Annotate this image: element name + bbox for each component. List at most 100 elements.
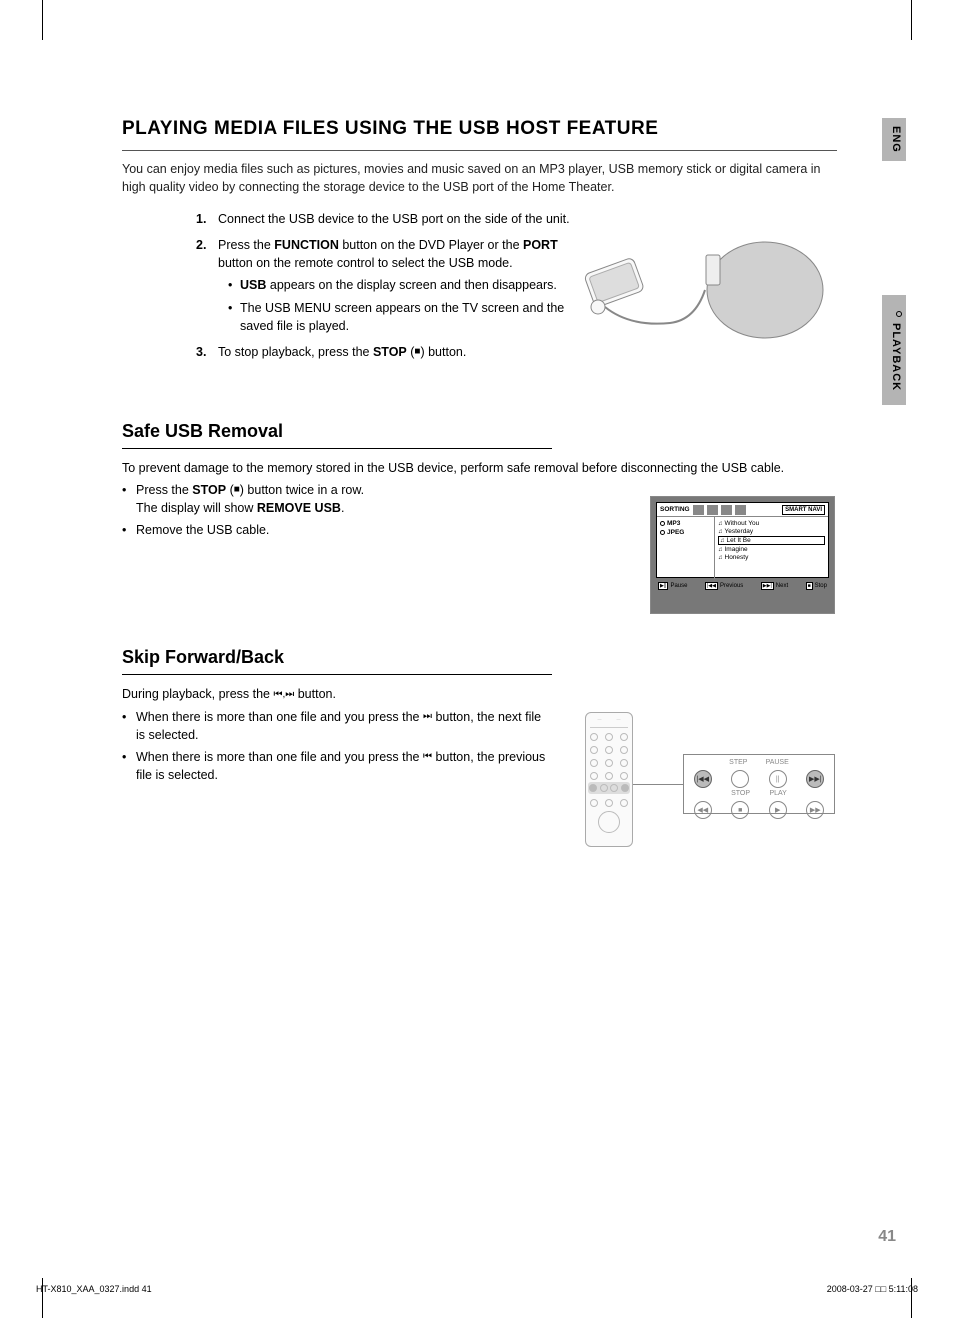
stop-button: ■ — [731, 801, 749, 819]
section-underline — [122, 448, 552, 449]
footer-next: ▶▶|Next — [761, 582, 788, 590]
radio-icon — [660, 530, 665, 535]
guide-line — [633, 784, 683, 785]
prev-icon: ⏮ — [423, 750, 432, 765]
footer-timestamp: 2008-03-27 □□ 5:11:08 — [827, 1284, 918, 1294]
step-num-1: 1. — [196, 210, 218, 228]
remote-btn — [590, 799, 598, 807]
step-body-2: Press the FUNCTION button on the DVD Pla… — [218, 236, 591, 335]
skip-body: During playback, press the ⏮,⏭ button. •… — [122, 685, 552, 784]
usb-menu-header: SORTING SMART NAVI — [657, 503, 828, 517]
sort-icon-4 — [735, 505, 746, 515]
footer-stop: ■Stop — [806, 582, 827, 590]
safe-title: Safe USB Removal — [122, 421, 837, 442]
tab-lang: ENG — [882, 118, 906, 161]
step-3: 3. To stop playback, press the STOP (■) … — [196, 343, 591, 361]
bullet-icon: • — [228, 299, 240, 335]
stop-label: STOP — [731, 790, 750, 797]
footer-previous: |◀◀Previous — [705, 582, 743, 590]
pause-button: || — [769, 770, 787, 788]
usb-menu-songs: ♫Without You ♫Yesterday ♫Let It Be ♫Imag… — [715, 517, 828, 579]
skip-title: Skip Forward/Back — [122, 647, 837, 668]
sort-icon-1 — [693, 505, 704, 515]
step-num-3: 3. — [196, 343, 218, 361]
sorting-label: SORTING — [660, 506, 690, 513]
next-btn-icon: ▶▶| — [761, 582, 774, 590]
bullet-icon: • — [228, 276, 240, 294]
prev-btn-icon: |◀◀ — [705, 582, 718, 590]
usb-menu-footer: ▶||Pause |◀◀Previous ▶▶|Next ■Stop — [656, 578, 829, 590]
note-icon: ♫ — [718, 529, 723, 535]
play-label: PLAY — [769, 790, 786, 797]
remote-btn — [590, 759, 598, 767]
song-item-selected: ♫Let It Be — [718, 536, 825, 545]
sort-icon-2 — [707, 505, 718, 515]
step-2: 2. Press the FUNCTION button on the DVD … — [196, 236, 591, 335]
step-label: STEP — [729, 759, 747, 766]
usb-menu-categories: MP3 JPEG — [657, 517, 715, 579]
category-mp3: MP3 — [660, 520, 711, 527]
intro-paragraph: You can enjoy media files such as pictur… — [122, 161, 837, 196]
song-item: ♫Without You — [718, 520, 825, 527]
section-underline — [122, 674, 552, 675]
stop-btn-icon: ■ — [806, 582, 813, 590]
note-icon: ♫ — [718, 555, 723, 561]
note-icon: ♫ — [718, 521, 723, 527]
step-body-3: To stop playback, press the STOP (■) but… — [218, 343, 591, 361]
step-num-2: 2. — [196, 236, 218, 335]
bullet-icon: • — [122, 708, 136, 744]
pause-label: PAUSE — [766, 759, 789, 766]
step-2-sub-1: • USB appears on the display screen and … — [228, 276, 591, 294]
title-underline — [122, 150, 837, 151]
remote-dpad — [598, 811, 620, 833]
remote-btn — [620, 733, 628, 741]
page-number: 41 — [878, 1228, 896, 1246]
note-icon: ♫ — [718, 547, 723, 553]
usb-menu-body: MP3 JPEG ♫Without You ♫Yesterday ♫Let It… — [657, 517, 828, 579]
remote-illustration: —— STEP PAUSE |◀◀ || ▶▶| STOP PLAY ◀◀ — [585, 712, 835, 852]
pause-btn-icon: ▶|| — [658, 582, 668, 590]
remote-btn-highlight — [621, 784, 629, 792]
remote-btn — [590, 733, 598, 741]
remote-btn — [605, 746, 613, 754]
prev-button: |◀◀ — [694, 770, 712, 788]
footer-pause: ▶||Pause — [658, 582, 687, 590]
safe-intro: To prevent damage to the memory stored i… — [122, 459, 837, 477]
tab-section-label: PLAYBACK — [890, 323, 902, 391]
song-item: ♫Imagine — [718, 546, 825, 553]
next-icon: ⏭ — [423, 710, 432, 725]
radio-icon — [660, 521, 665, 526]
footer-filename: HT-X810_XAA_0327.indd 41 — [36, 1284, 152, 1294]
song-item: ♫Honesty — [718, 554, 825, 561]
remote-btn-highlight — [589, 784, 597, 792]
remote-control: —— — [585, 712, 633, 847]
category-jpeg: JPEG — [660, 529, 711, 536]
remote-btn — [610, 784, 618, 792]
control-panel-callout: STEP PAUSE |◀◀ || ▶▶| STOP PLAY ◀◀ ■ ▶ ▶… — [683, 754, 835, 814]
remote-btn — [605, 733, 613, 741]
main-title: PLAYING MEDIA FILES USING THE USB HOST F… — [122, 118, 837, 140]
skip-icons: ⏮,⏭ — [273, 688, 294, 703]
remote-btn — [600, 784, 608, 792]
step-2-sub-2: • The USB MENU screen appears on the TV … — [228, 299, 591, 335]
next-button: ▶▶| — [806, 770, 824, 788]
bullet-icon: • — [122, 481, 136, 517]
remote-btn — [620, 746, 628, 754]
remote-btn — [590, 746, 598, 754]
usb-menu-screenshot: SORTING SMART NAVI MP3 JPEG ♫Without You — [650, 496, 835, 614]
remote-btn — [605, 772, 613, 780]
rewind-button: ◀◀ — [694, 801, 712, 819]
song-item: ♫Yesterday — [718, 528, 825, 535]
step-body-1: Connect the USB device to the USB port o… — [218, 210, 591, 228]
remote-btn — [605, 799, 613, 807]
steps-list: 1. Connect the USB device to the USB por… — [196, 210, 591, 361]
step-1: 1. Connect the USB device to the USB por… — [196, 210, 591, 228]
skip-intro: During playback, press the ⏮,⏭ button. — [122, 685, 552, 703]
remote-btn — [590, 772, 598, 780]
usb-menu-inner: SORTING SMART NAVI MP3 JPEG ♫Without You — [656, 502, 829, 578]
ff-button: ▶▶ — [806, 801, 824, 819]
bullet-icon: • — [122, 521, 136, 539]
play-button: ▶ — [769, 801, 787, 819]
tab-section: PLAYBACK — [882, 295, 906, 405]
remote-btn — [620, 799, 628, 807]
